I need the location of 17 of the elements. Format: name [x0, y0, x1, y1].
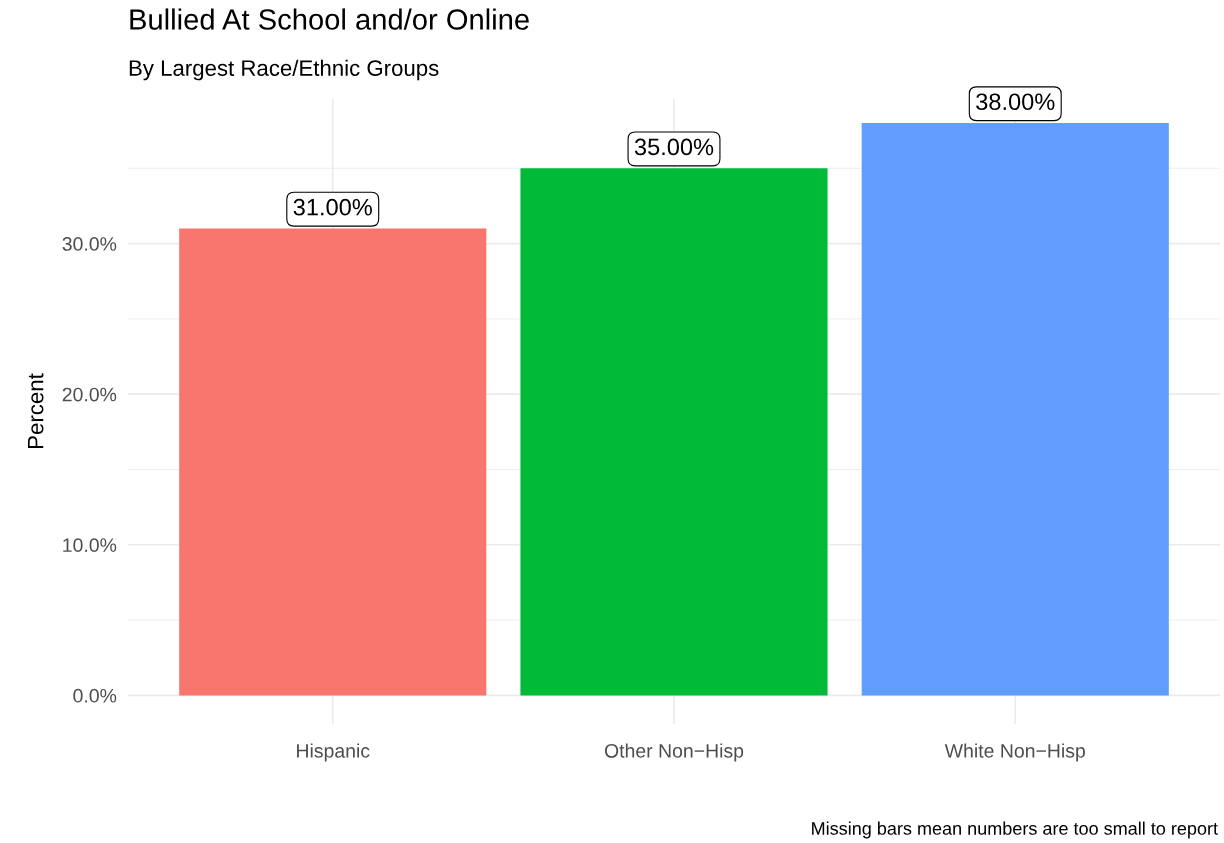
data-label: 35.00% [634, 138, 714, 156]
y-tick-label: 0.0% [73, 688, 117, 703]
chart-subtitle: By Largest Race/Ethnic Groups [129, 59, 439, 81]
data-label: 38.00% [976, 93, 1055, 111]
bar [520, 168, 828, 696]
y-axis-title: Percent [27, 373, 44, 448]
x-tick-label: Other Non−Hisp [604, 743, 744, 762]
x-tick-label: Hispanic [297, 743, 370, 762]
y-tick-label: 30.0% [62, 237, 117, 251]
text: Missing bars mean numbers are too small to report [812, 821, 1218, 839]
bar [861, 123, 1169, 696]
y-tick-label: 20.0% [62, 387, 117, 402]
data-label: 31.00% [293, 198, 372, 216]
bar [179, 228, 487, 696]
chart-title: Bullied At School and/or Online [130, 8, 529, 30]
x-tick-label: White Non−Hisp [944, 743, 1085, 762]
y-tick-label: 10.0% [63, 538, 117, 553]
